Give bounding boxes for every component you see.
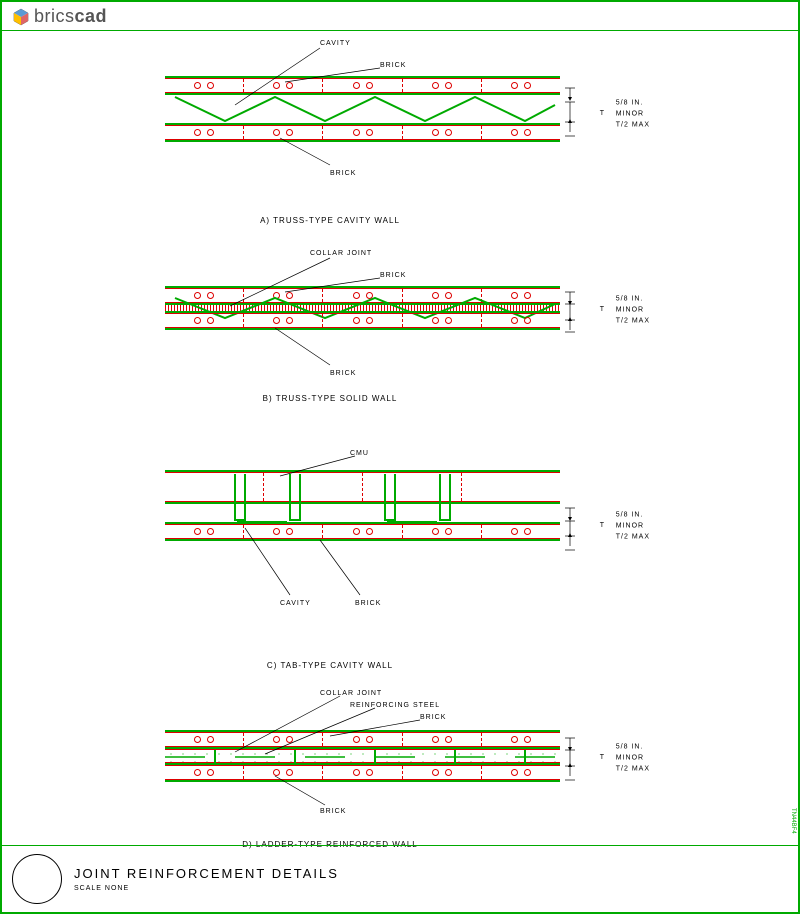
- dim-label: 5/8 IN.: [616, 100, 650, 107]
- brick-row: [165, 78, 560, 93]
- cmu-row: [165, 472, 560, 502]
- drawing-area: CAVITY BRICK: [20, 40, 780, 850]
- wall-d: 5/8 IN. MINOR T/2 MAX T: [165, 730, 560, 782]
- label: BRICK: [380, 62, 406, 69]
- dim-t: T: [600, 754, 605, 761]
- dim-t: T: [600, 110, 605, 117]
- brick-row: [165, 313, 560, 328]
- label: BRICK: [330, 370, 356, 377]
- dimensions: 5/8 IN. MINOR T/2 MAX: [616, 292, 650, 329]
- brick-row: [165, 732, 560, 747]
- section-b: COLLAR JOINT BRICK: [20, 250, 780, 410]
- label: CMU: [350, 450, 369, 457]
- dim-label: T/2 MAX: [616, 318, 650, 325]
- section-a: CAVITY BRICK: [20, 40, 780, 210]
- label: BRICK: [380, 272, 406, 279]
- drawing-id-tag: TN44BF4: [790, 808, 796, 834]
- bricscad-logo-icon: [12, 8, 30, 26]
- caption-a: A) TRUSS-TYPE CAVITY WALL: [140, 216, 520, 225]
- dim-label: MINOR: [616, 523, 650, 530]
- caption-c: C) TAB-TYPE CAVITY WALL: [140, 661, 520, 670]
- wall-b: 5/8 IN. MINOR T/2 MAX T: [165, 286, 560, 330]
- dim-t: T: [600, 522, 605, 529]
- label: BRICK: [355, 600, 381, 607]
- dim-label: T/2 MAX: [616, 122, 650, 129]
- wall-c: 5/8 IN. MINOR T/2 MAX T: [165, 470, 560, 541]
- label: COLLAR JOINT: [320, 690, 382, 697]
- drawing-title: JOINT REINFORCEMENT DETAILS: [74, 866, 339, 881]
- dim-label: MINOR: [616, 755, 650, 762]
- label: BRICK: [420, 714, 446, 721]
- section-c: CMU: [20, 450, 780, 650]
- dimensions: 5/8 IN. MINOR T/2 MAX: [616, 740, 650, 777]
- label: BRICK: [330, 170, 356, 177]
- brick-row: [165, 524, 560, 539]
- detail-marker-circle: [12, 854, 62, 904]
- section-d: COLLAR JOINT REINFORCING STEEL BRICK: [20, 690, 780, 850]
- dim-label: 5/8 IN.: [616, 512, 650, 519]
- brand-part1: brics: [34, 6, 75, 26]
- dim-label: MINOR: [616, 307, 650, 314]
- dimensions: 5/8 IN. MINOR T/2 MAX: [616, 96, 650, 133]
- brick-row: [165, 765, 560, 780]
- wall-a: 5/8 IN. MINOR T/2 MAX T: [165, 76, 560, 142]
- header: bricscad: [12, 6, 107, 27]
- label: REINFORCING STEEL: [350, 702, 440, 709]
- dim-label: 5/8 IN.: [616, 296, 650, 303]
- collar-joint: [165, 305, 560, 311]
- dim-label: MINOR: [616, 111, 650, 118]
- title-rule: [2, 845, 798, 846]
- dim-label: T/2 MAX: [616, 766, 650, 773]
- dim-t: T: [600, 306, 605, 313]
- dim-label: T/2 MAX: [616, 534, 650, 541]
- label: CAVITY: [280, 600, 311, 607]
- brand-part2: cad: [75, 6, 108, 26]
- caption-b: B) TRUSS-TYPE SOLID WALL: [140, 394, 520, 403]
- brick-row: [165, 125, 560, 140]
- dim-label: 5/8 IN.: [616, 744, 650, 751]
- dimensions: 5/8 IN. MINOR T/2 MAX: [616, 508, 650, 545]
- header-rule: [2, 30, 798, 31]
- title-block: JOINT REINFORCEMENT DETAILS SCALE NONE: [12, 854, 339, 904]
- drawing-scale: SCALE NONE: [74, 885, 339, 892]
- brand-text: bricscad: [34, 6, 107, 27]
- label: BRICK: [320, 808, 346, 815]
- brick-row: [165, 288, 560, 303]
- label: CAVITY: [320, 40, 351, 47]
- label: COLLAR JOINT: [310, 250, 372, 257]
